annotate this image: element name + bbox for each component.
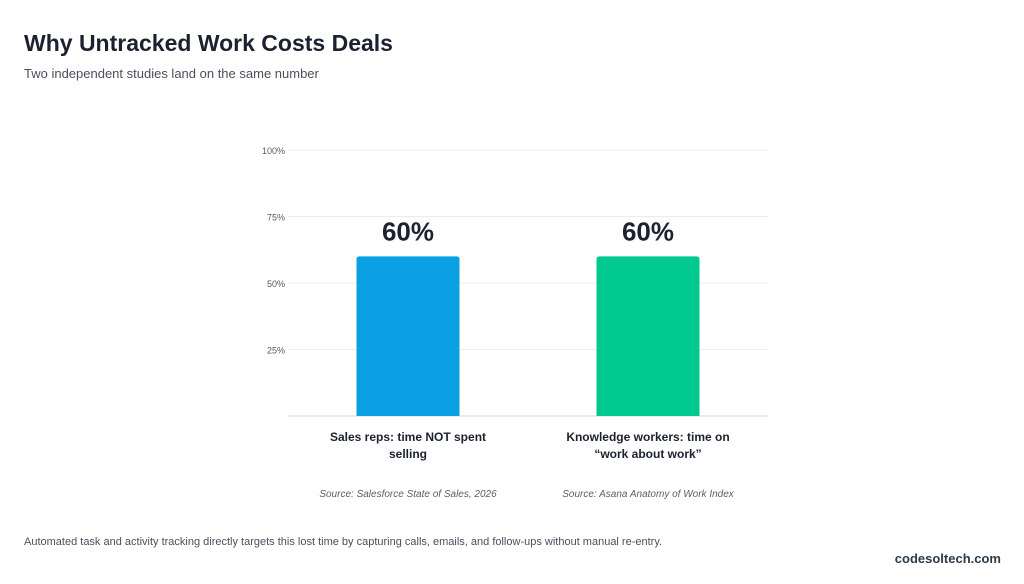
y-tick-label: 75% bbox=[267, 213, 285, 223]
value-label: 60% bbox=[382, 216, 434, 246]
category-label: “work about work” bbox=[594, 447, 701, 461]
chart-subtitle: Two independent studies land on the same… bbox=[24, 66, 319, 81]
bar bbox=[596, 256, 700, 416]
chart-title: Why Untracked Work Costs Deals bbox=[24, 30, 393, 56]
footnote: Automated task and activity tracking dir… bbox=[24, 536, 663, 548]
value-label: 60% bbox=[622, 216, 674, 246]
y-tick-label: 50% bbox=[267, 279, 285, 289]
brand-link[interactable]: codesoltech.com bbox=[894, 551, 1001, 566]
y-tick-label: 25% bbox=[267, 346, 285, 356]
y-tick-label: 100% bbox=[262, 146, 285, 156]
category-label: selling bbox=[389, 447, 427, 461]
source-label: Source: Salesforce State of Sales, 2026 bbox=[319, 489, 497, 500]
category-label: Sales reps: time NOT spent bbox=[330, 430, 486, 444]
bar bbox=[356, 256, 460, 416]
category-label: Knowledge workers: time on bbox=[566, 430, 729, 444]
source-label: Source: Asana Anatomy of Work Index bbox=[562, 489, 735, 500]
